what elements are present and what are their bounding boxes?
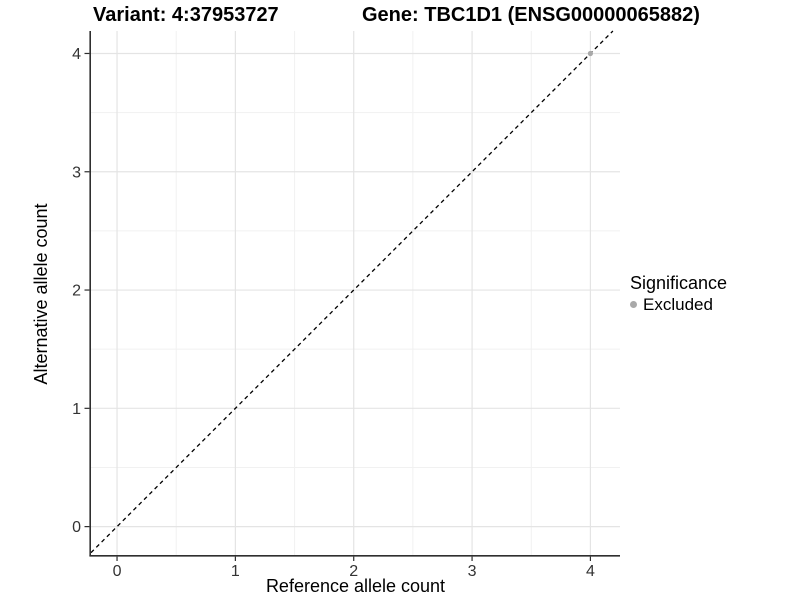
legend: Significance Excluded: [630, 272, 727, 315]
x-tick-label: 2: [349, 563, 358, 580]
y-tick-label: 2: [72, 283, 81, 300]
y-tick-label: 1: [72, 401, 81, 418]
x-tick-label: 0: [113, 563, 122, 580]
x-tick-label: 1: [231, 563, 240, 580]
y-tick-label: 4: [72, 46, 81, 63]
legend-item-excluded: Excluded: [630, 294, 727, 315]
y-tick-label: 3: [72, 164, 81, 181]
legend-item-label: Excluded: [643, 295, 713, 314]
identity-line: [90, 30, 614, 554]
plot-title-gene: Gene: TBC1D1 (ENSG00000065882): [362, 4, 700, 26]
y-axis-title: Alternative allele count: [31, 203, 51, 385]
plot-title-variant: Variant: 4:37953727: [93, 4, 279, 26]
x-tick-label: 4: [586, 563, 595, 580]
x-axis-title: Reference allele count: [265, 576, 446, 596]
y-tick-label: 0: [72, 519, 81, 536]
legend-title: Significance: [630, 273, 728, 293]
excluded-point-icon: [630, 301, 637, 308]
x-tick-label: 3: [468, 563, 477, 580]
data-point: [587, 50, 594, 57]
